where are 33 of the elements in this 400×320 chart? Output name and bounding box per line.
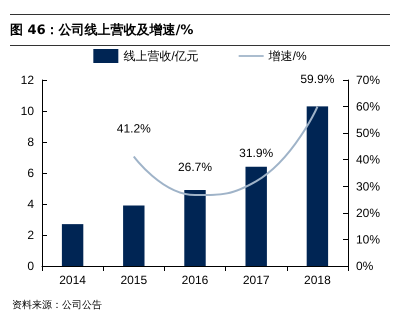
- y2-tick-label: 50%: [356, 126, 380, 140]
- x-tick-label: 2016: [182, 273, 209, 287]
- chart-title: 图 46：公司线上营收及增速/%: [10, 14, 390, 46]
- y-tick-label: 2: [27, 228, 34, 242]
- x-tick-label: 2015: [120, 273, 148, 287]
- bar: [62, 224, 84, 266]
- y-tick-label: 4: [27, 197, 34, 211]
- data-label: 26.7%: [178, 160, 212, 174]
- bar: [123, 206, 145, 266]
- y2-tick-label: 70%: [356, 73, 380, 87]
- y2-tick-label: 0%: [356, 259, 374, 273]
- y2-tick-label: 30%: [356, 179, 380, 194]
- bar: [245, 166, 267, 266]
- y2-tick-label: 10%: [356, 232, 380, 246]
- legend-label: 线上营收/亿元: [123, 49, 199, 63]
- x-tick-label: 2018: [304, 273, 332, 287]
- y2-tick-label: 20%: [356, 206, 380, 220]
- data-label: 59.9%: [300, 72, 335, 86]
- text: 资料来源：公司公告: [12, 298, 102, 312]
- legend-label: 增速/%: [268, 49, 307, 63]
- data-label: 41.2%: [116, 122, 152, 136]
- y2-tick-label: 40%: [356, 152, 380, 167]
- y-tick-label: 12: [20, 73, 34, 87]
- y-tick-label: 6: [27, 166, 34, 180]
- data-label: 31.9%: [239, 146, 274, 160]
- bar: [306, 106, 328, 266]
- y-tick-label: 8: [27, 135, 34, 149]
- x-tick-label: 2014: [59, 273, 86, 287]
- y-tick-label: 0: [27, 259, 34, 273]
- bar: [184, 190, 206, 266]
- y2-tick-label: 60%: [356, 100, 380, 114]
- y-tick-label: 10: [20, 104, 34, 118]
- x-tick-label: 2017: [242, 273, 270, 287]
